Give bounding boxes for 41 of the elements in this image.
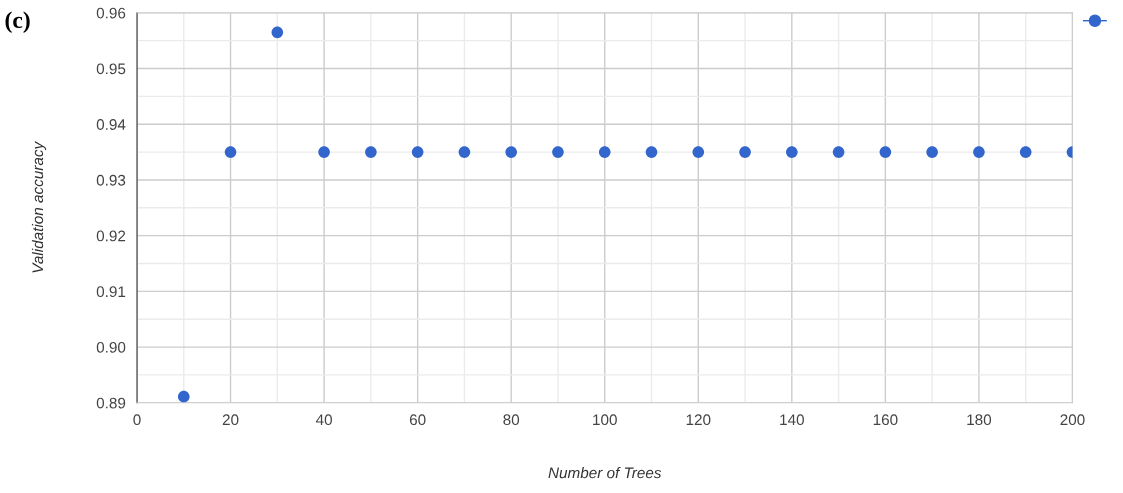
point	[786, 146, 798, 158]
x-axis-title: Number of Trees	[548, 467, 662, 479]
point	[318, 146, 330, 158]
point	[458, 146, 471, 158]
point	[271, 26, 284, 39]
point	[645, 146, 658, 158]
x-tick-label: 180	[967, 414, 992, 426]
point	[739, 146, 751, 158]
y-tick-label: 0.96	[96, 7, 126, 19]
point	[879, 146, 892, 158]
point	[411, 146, 424, 158]
point	[224, 146, 237, 158]
y-tick-label: 0.91	[96, 286, 126, 298]
y-tick-label: 0.89	[96, 397, 126, 409]
point	[552, 146, 564, 158]
point	[926, 146, 938, 158]
y-tick-label: 0.93	[96, 174, 126, 186]
y-axis-title: Validation accuracy	[31, 141, 47, 273]
x-tick-label: 40	[315, 414, 332, 426]
y-tick-label: 0.95	[96, 63, 126, 75]
y-tick-label: 0.92	[96, 230, 126, 242]
x-tick-label: 0	[133, 414, 141, 426]
text: (c)	[5, 11, 30, 33]
point	[832, 146, 845, 158]
x-tick-label: 60	[409, 414, 426, 426]
x-tick-label: 120	[686, 414, 711, 426]
y-tick-label: 0.90	[96, 341, 126, 353]
y-tick-label: 0.94	[96, 119, 126, 130]
x-tick-label: 80	[503, 414, 520, 426]
x-tick-label: 160	[873, 414, 898, 426]
point	[692, 146, 705, 158]
x-tick-label: 200	[1060, 414, 1085, 426]
point	[505, 146, 517, 158]
x-tick-label: 20	[222, 414, 239, 426]
x-tick-label: 140	[780, 414, 804, 426]
point	[365, 146, 377, 158]
point	[177, 390, 190, 403]
point	[1019, 146, 1032, 158]
x-tick-label: 100	[593, 414, 617, 426]
point	[973, 146, 985, 158]
point	[598, 146, 611, 158]
